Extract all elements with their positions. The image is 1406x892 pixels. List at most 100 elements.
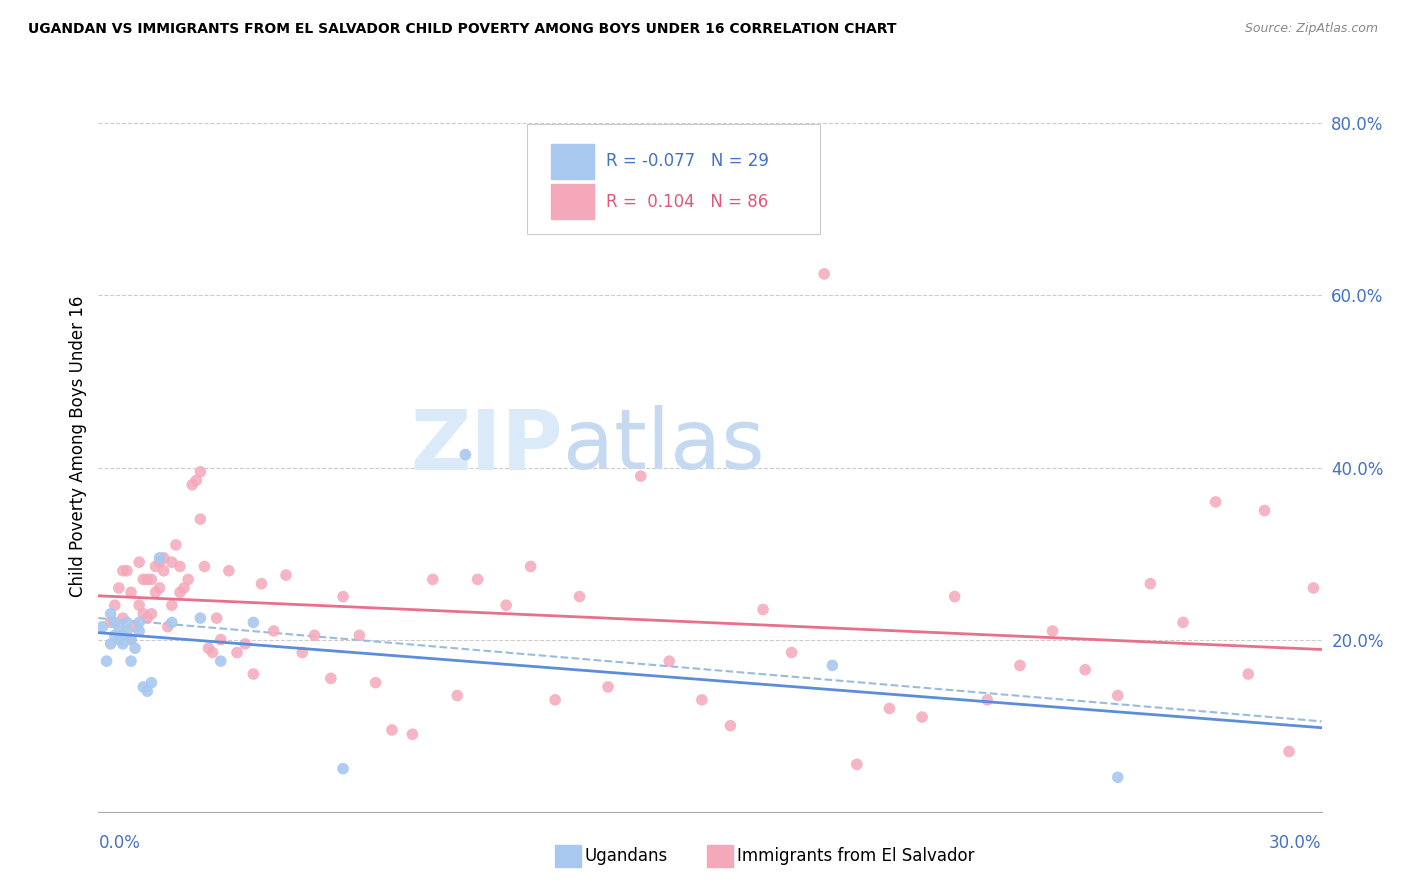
Bar bbox=[551, 144, 593, 179]
Point bbox=[100, 615, 122, 630]
Point bbox=[111, 637, 134, 651]
Point bbox=[91, 620, 114, 634]
Point bbox=[242, 615, 264, 630]
Point bbox=[120, 632, 142, 647]
Text: Immigrants from El Salvador: Immigrants from El Salvador bbox=[737, 847, 974, 865]
Point bbox=[1008, 658, 1031, 673]
Point bbox=[201, 646, 224, 660]
Text: 30.0%: 30.0% bbox=[1270, 834, 1322, 852]
Point bbox=[149, 550, 172, 565]
Point bbox=[879, 701, 901, 715]
Point bbox=[128, 624, 150, 638]
Point bbox=[132, 680, 155, 694]
Point bbox=[152, 564, 174, 578]
Point bbox=[1302, 581, 1324, 595]
Text: R = -0.077   N = 29: R = -0.077 N = 29 bbox=[606, 153, 769, 170]
Point bbox=[218, 564, 240, 578]
Point bbox=[108, 620, 131, 634]
Point bbox=[1278, 744, 1301, 758]
Point bbox=[291, 646, 314, 660]
Point bbox=[124, 620, 146, 634]
Point bbox=[100, 607, 122, 621]
Point bbox=[630, 469, 652, 483]
Text: R =  0.104   N = 86: R = 0.104 N = 86 bbox=[606, 193, 768, 211]
Point bbox=[160, 615, 183, 630]
Point bbox=[104, 598, 127, 612]
Point bbox=[519, 559, 541, 574]
Point bbox=[104, 628, 127, 642]
Point bbox=[181, 477, 204, 491]
Point bbox=[364, 675, 387, 690]
Text: 0.0%: 0.0% bbox=[98, 834, 141, 852]
Text: Source: ZipAtlas.com: Source: ZipAtlas.com bbox=[1244, 22, 1378, 36]
Point bbox=[780, 646, 803, 660]
FancyBboxPatch shape bbox=[526, 124, 820, 234]
Point bbox=[111, 611, 134, 625]
Point bbox=[141, 573, 163, 587]
Point bbox=[149, 555, 172, 569]
Point bbox=[446, 689, 468, 703]
Point bbox=[598, 680, 620, 694]
Point bbox=[544, 693, 567, 707]
Point bbox=[1205, 495, 1227, 509]
Point bbox=[186, 474, 208, 488]
Point bbox=[690, 693, 713, 707]
Point bbox=[1107, 770, 1129, 784]
Point bbox=[658, 654, 681, 668]
Point bbox=[128, 598, 150, 612]
Point bbox=[177, 573, 200, 587]
Point bbox=[845, 757, 868, 772]
Point bbox=[349, 628, 371, 642]
Point bbox=[145, 585, 167, 599]
Point bbox=[381, 723, 404, 737]
Text: ZIP: ZIP bbox=[411, 406, 564, 486]
Point bbox=[332, 590, 354, 604]
Point bbox=[120, 654, 142, 668]
Point bbox=[128, 615, 150, 630]
Point bbox=[250, 576, 273, 591]
Point bbox=[152, 550, 174, 565]
Point bbox=[1253, 503, 1275, 517]
Point bbox=[136, 684, 159, 698]
Point bbox=[193, 559, 215, 574]
Point bbox=[141, 607, 163, 621]
Point bbox=[332, 762, 354, 776]
Point bbox=[188, 512, 212, 526]
Point bbox=[111, 564, 134, 578]
Point bbox=[132, 573, 155, 587]
Point bbox=[568, 590, 591, 604]
Point bbox=[233, 637, 256, 651]
Point bbox=[1074, 663, 1097, 677]
Point bbox=[124, 641, 146, 656]
Point bbox=[813, 267, 835, 281]
Point bbox=[495, 598, 517, 612]
Point bbox=[422, 573, 444, 587]
Y-axis label: Child Poverty Among Boys Under 16: Child Poverty Among Boys Under 16 bbox=[69, 295, 87, 597]
Point bbox=[156, 620, 179, 634]
Point bbox=[976, 693, 998, 707]
Point bbox=[188, 611, 212, 625]
Point bbox=[108, 632, 131, 647]
Point bbox=[1042, 624, 1064, 638]
Point bbox=[188, 465, 212, 479]
Point bbox=[160, 598, 183, 612]
Point bbox=[104, 615, 127, 630]
Point bbox=[115, 624, 138, 638]
Point bbox=[136, 611, 159, 625]
Point bbox=[115, 615, 138, 630]
Text: atlas: atlas bbox=[564, 406, 765, 486]
Point bbox=[319, 671, 342, 685]
Point bbox=[1171, 615, 1194, 630]
Point bbox=[115, 564, 138, 578]
Point bbox=[111, 628, 134, 642]
Point bbox=[96, 654, 118, 668]
Point bbox=[128, 555, 150, 569]
Point bbox=[165, 538, 187, 552]
Point bbox=[454, 448, 477, 462]
Point bbox=[943, 590, 966, 604]
Point bbox=[467, 573, 489, 587]
Point bbox=[173, 581, 195, 595]
Point bbox=[120, 632, 142, 647]
Point bbox=[718, 719, 742, 733]
Point bbox=[263, 624, 285, 638]
